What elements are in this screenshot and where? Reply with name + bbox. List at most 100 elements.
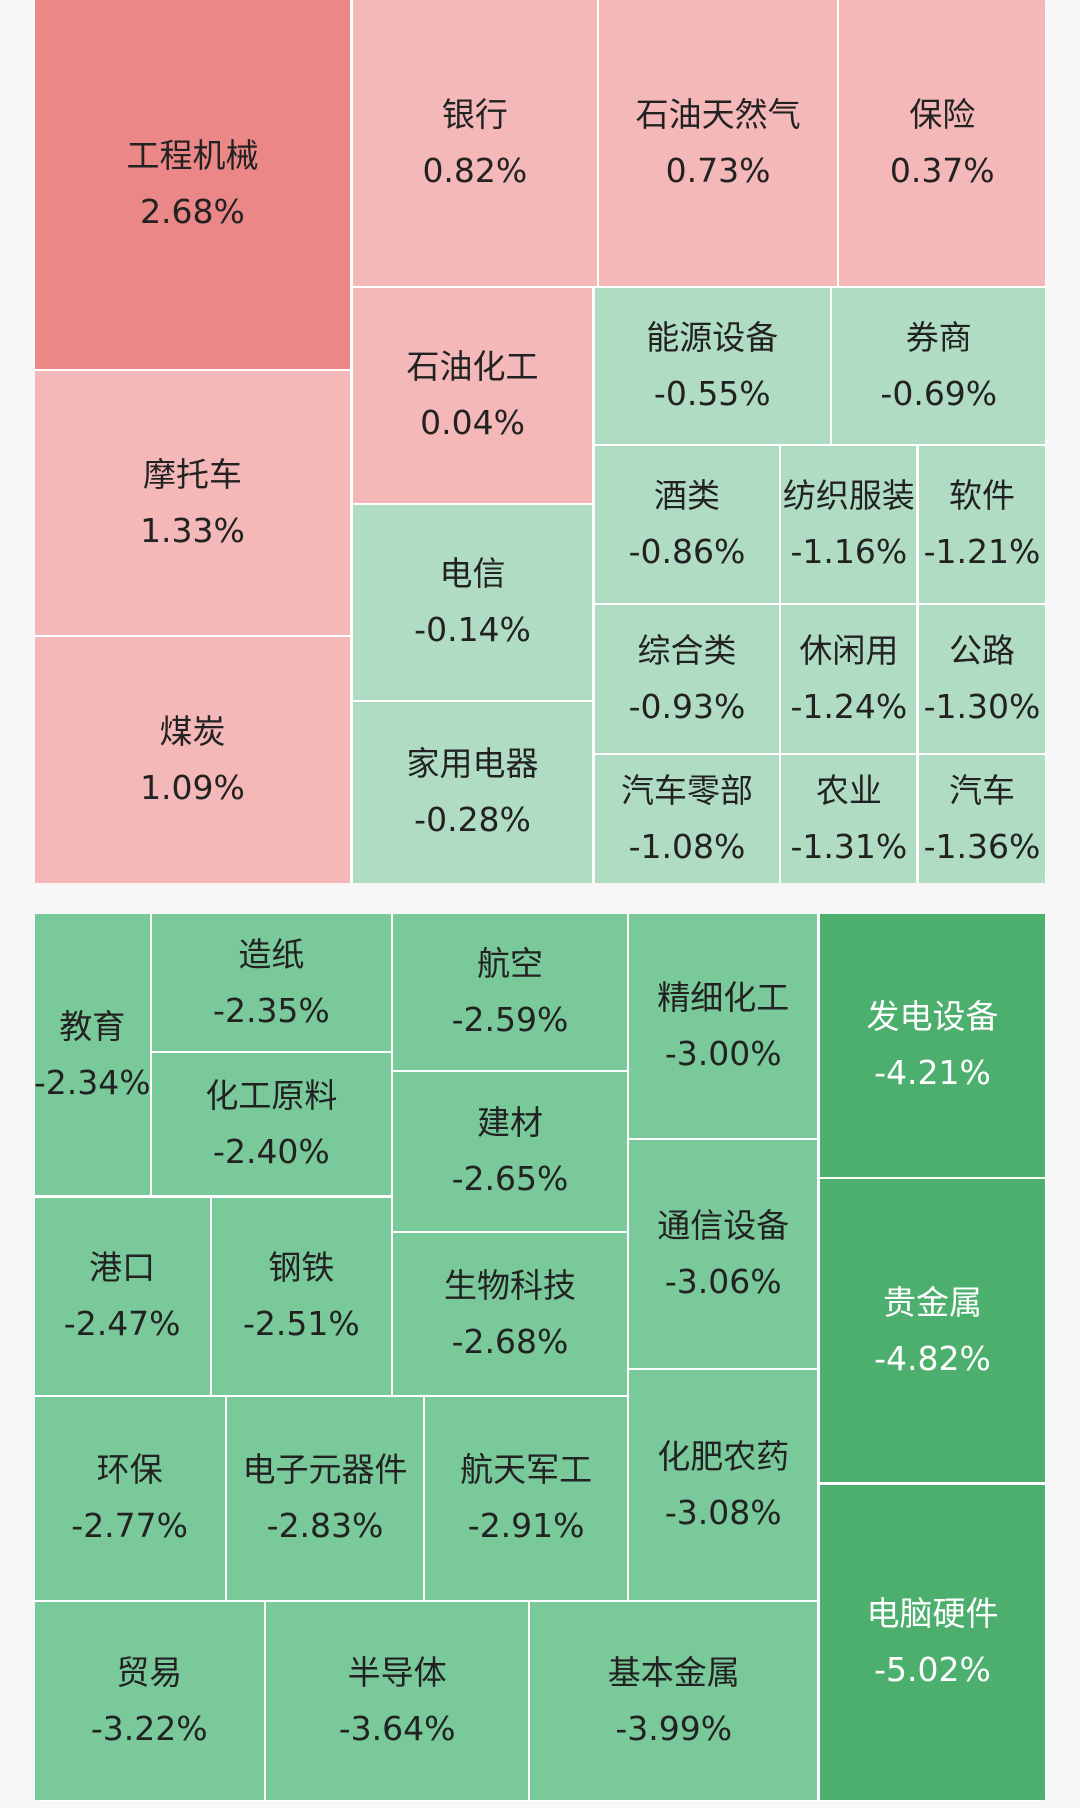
sector-name: 发电设备: [866, 997, 999, 1037]
sector-name: 公路: [949, 630, 1016, 670]
sector-name: 通信设备: [657, 1206, 790, 1246]
sector-tile[interactable]: 贸易 -3.22%: [34, 1602, 264, 1801]
sector-name: 电子元器件: [242, 1450, 408, 1490]
sector-tile[interactable]: 造纸 -2.35%: [152, 914, 391, 1052]
sector-change: -1.31%: [790, 826, 908, 866]
sector-change: -2.35%: [213, 990, 330, 1030]
sector-name: 生物科技: [444, 1265, 577, 1305]
sector-change: -2.34%: [34, 1062, 150, 1102]
sector-tile[interactable]: 航天军工 -2.91%: [425, 1396, 628, 1600]
sector-tile[interactable]: 公路 -1.30%: [918, 605, 1046, 753]
sector-name: 精细化工: [657, 977, 790, 1017]
sector-change: -3.08%: [664, 1493, 782, 1533]
sector-change: 1.09%: [140, 768, 245, 808]
sector-tile[interactable]: 券商 -0.69%: [832, 288, 1046, 444]
sector-change: -4.21%: [874, 1053, 991, 1093]
sector-tile[interactable]: 工程机械 2.68%: [34, 0, 351, 369]
sector-tile[interactable]: 农业 -1.31%: [781, 754, 917, 883]
sector-tile[interactable]: 基本金属 -3.99%: [530, 1602, 818, 1801]
sector-tile[interactable]: 酒类 -0.86%: [594, 446, 780, 603]
sector-change: -2.51%: [243, 1304, 360, 1344]
sector-tile[interactable]: 建材 -2.65%: [393, 1071, 627, 1231]
sector-tile[interactable]: 银行 0.82%: [352, 0, 598, 286]
sector-name: 造纸: [238, 934, 305, 974]
sector-tile[interactable]: 电脑硬件 -5.02%: [819, 1484, 1046, 1801]
sector-tile[interactable]: 电子元器件 -2.83%: [227, 1396, 423, 1600]
sector-name: 能源设备: [646, 317, 779, 357]
sector-change: 2.68%: [140, 192, 245, 232]
sector-name: 港口: [89, 1248, 156, 1288]
sector-tile[interactable]: 摩托车 1.33%: [34, 371, 351, 636]
sector-change: -2.40%: [213, 1132, 330, 1172]
sector-tile[interactable]: 能源设备 -0.55%: [594, 288, 830, 444]
sector-name: 汽车: [949, 770, 1016, 810]
sector-tile[interactable]: 石油化工 0.04%: [352, 288, 593, 503]
sector-tile[interactable]: 化工原料 -2.40%: [152, 1053, 391, 1196]
sector-name: 教育: [59, 1006, 126, 1046]
sector-name: 贸易: [116, 1653, 183, 1693]
sector-change: -1.08%: [628, 826, 746, 866]
sector-tile[interactable]: 综合类 -0.93%: [594, 605, 780, 753]
sector-name: 券商: [905, 317, 972, 357]
sector-name: 汽车零部: [620, 770, 753, 810]
sector-change: -2.68%: [451, 1321, 569, 1361]
sector-change: -2.91%: [467, 1506, 585, 1546]
sector-change: -3.22%: [90, 1709, 208, 1749]
sector-change: -2.47%: [63, 1304, 181, 1344]
sector-tile[interactable]: 纺织服装 -1.16%: [781, 446, 917, 603]
sector-name: 工程机械: [126, 136, 259, 176]
sector-tile[interactable]: 教育 -2.34%: [34, 914, 150, 1196]
sector-change: -5.02%: [874, 1650, 991, 1690]
sector-change: -2.83%: [266, 1506, 384, 1546]
sector-tile[interactable]: 通信设备 -3.06%: [629, 1139, 818, 1369]
sector-name: 化肥农药: [657, 1437, 790, 1477]
sector-change: 0.04%: [420, 403, 525, 443]
sector-tile[interactable]: 发电设备 -4.21%: [819, 914, 1046, 1177]
sector-tile[interactable]: 软件 -1.21%: [918, 446, 1046, 603]
sector-change: -0.28%: [414, 800, 531, 840]
sector-tile[interactable]: 钢铁 -2.51%: [212, 1197, 391, 1395]
sector-change: 1.33%: [140, 511, 245, 551]
sector-name: 石油化工: [406, 347, 539, 387]
sector-tile[interactable]: 煤炭 1.09%: [34, 637, 351, 883]
sector-name: 摩托车: [142, 455, 242, 495]
sector-tile[interactable]: 精细化工 -3.00%: [629, 914, 818, 1138]
sector-change: -1.24%: [790, 686, 908, 726]
sector-name: 化工原料: [205, 1076, 338, 1116]
sector-change: 0.37%: [889, 150, 995, 190]
sector-name: 建材: [477, 1103, 544, 1143]
sector-name: 酒类: [653, 476, 720, 516]
sector-name: 家用电器: [406, 744, 539, 784]
sector-tile[interactable]: 汽车 -1.36%: [918, 754, 1046, 883]
sector-name: 钢铁: [268, 1248, 335, 1288]
sector-tile[interactable]: 汽车零部 -1.08%: [594, 754, 780, 883]
sector-name: 纺织服装: [782, 476, 915, 516]
sector-tile[interactable]: 航空 -2.59%: [393, 914, 627, 1070]
sector-tile[interactable]: 港口 -2.47%: [34, 1197, 210, 1395]
sector-tile[interactable]: 化肥农药 -3.08%: [629, 1370, 818, 1600]
sector-name: 农业: [815, 770, 882, 810]
sector-name: 保险: [909, 94, 976, 134]
sector-tile[interactable]: 保险 0.37%: [839, 0, 1046, 286]
sector-name: 航空: [477, 943, 544, 983]
sector-name: 休闲用: [799, 630, 899, 670]
sector-tile[interactable]: 石油天然气 0.73%: [599, 0, 837, 286]
sector-tile[interactable]: 电信 -0.14%: [352, 504, 593, 700]
sector-change: -2.59%: [451, 999, 569, 1039]
sector-tile[interactable]: 环保 -2.77%: [34, 1396, 225, 1600]
sector-change: -0.14%: [414, 610, 531, 650]
sector-change: -1.16%: [790, 532, 908, 572]
sector-tile[interactable]: 家用电器 -0.28%: [352, 701, 593, 883]
sector-tile[interactable]: 贵金属 -4.82%: [819, 1179, 1046, 1483]
sector-tile[interactable]: 生物科技 -2.68%: [393, 1233, 627, 1395]
sector-tile[interactable]: 半导体 -3.64%: [266, 1602, 528, 1801]
sector-change: -3.00%: [664, 1033, 782, 1073]
sector-name: 基本金属: [607, 1653, 740, 1693]
sector-name: 电信: [439, 554, 506, 594]
sector-change: -2.65%: [451, 1159, 569, 1199]
sector-name: 综合类: [637, 630, 737, 670]
sector-change: -0.86%: [628, 532, 746, 572]
sector-tile[interactable]: 休闲用 -1.24%: [781, 605, 917, 753]
sector-name: 航天军工: [460, 1450, 593, 1490]
